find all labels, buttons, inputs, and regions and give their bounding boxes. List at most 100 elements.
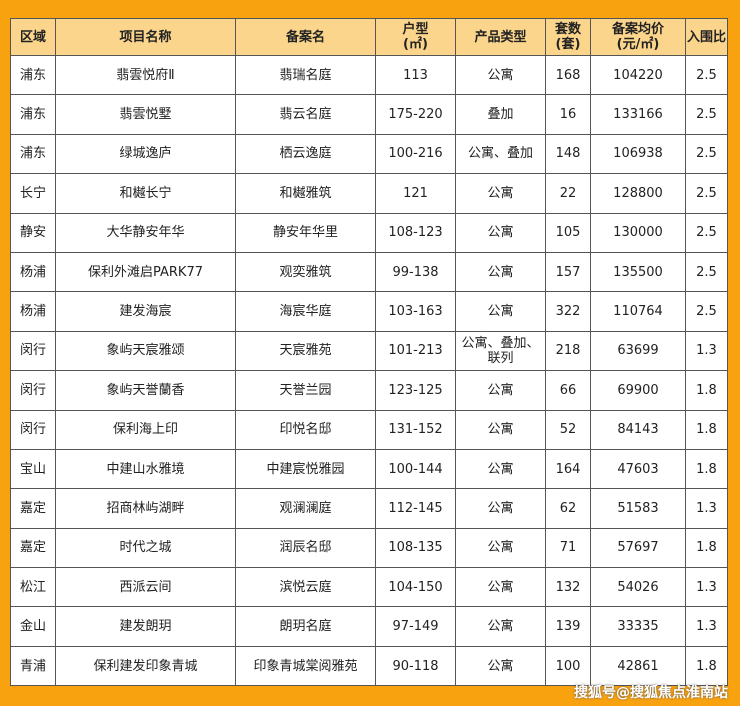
table-cell: 公寓 bbox=[455, 488, 546, 529]
table-cell: 52 bbox=[545, 409, 591, 450]
table-cell: 润辰名邸 bbox=[235, 527, 376, 569]
watermark: 搜狐号@搜狐焦点淮南站 bbox=[574, 685, 728, 701]
table-row: 金山 建发朗玥 朗玥名庭 97-149 公寓 139 33335 1.3 bbox=[10, 606, 728, 647]
table-cell: 47603 bbox=[590, 448, 686, 490]
table-cell: 西派云间 bbox=[55, 567, 236, 608]
table-cell: 164 bbox=[545, 448, 591, 490]
table-cell: 公寓 bbox=[455, 251, 546, 293]
table-cell: 中建山水雅境 bbox=[55, 448, 236, 490]
table-cell: 公寓、叠加、联列 bbox=[455, 330, 546, 372]
column-header: 产品类型 bbox=[455, 18, 546, 56]
table-cell: 建发朗玥 bbox=[55, 606, 236, 647]
table-cell: 翡云名庭 bbox=[235, 94, 376, 135]
table-cell: 公寓 bbox=[455, 606, 546, 647]
table-cell: 51583 bbox=[590, 488, 686, 529]
table-cell: 时代之城 bbox=[55, 527, 236, 569]
table-cell: 1.3 bbox=[685, 488, 728, 529]
table-cell: 2.5 bbox=[685, 251, 728, 293]
table-cell: 104-150 bbox=[375, 567, 456, 608]
table-cell: 公寓 bbox=[455, 212, 546, 253]
table-cell: 2.5 bbox=[685, 291, 728, 332]
table-cell: 绿城逸庐 bbox=[55, 133, 236, 175]
table-cell: 朗玥名庭 bbox=[235, 606, 376, 647]
table-cell: 103-163 bbox=[375, 291, 456, 332]
table-cell: 63699 bbox=[590, 330, 686, 372]
table-row: 杨浦 建发海宸 海宸华庭 103-163 公寓 322 110764 2.5 bbox=[10, 291, 728, 332]
table-row: 嘉定 时代之城 润辰名邸 108-135 公寓 71 57697 1.8 bbox=[10, 527, 728, 569]
table-cell: 131-152 bbox=[375, 409, 456, 450]
table-cell: 322 bbox=[545, 291, 591, 332]
table-cell: 闵行 bbox=[10, 370, 56, 411]
table-cell: 139 bbox=[545, 606, 591, 647]
table-cell: 闵行 bbox=[10, 409, 56, 450]
table-cell: 公寓 bbox=[455, 54, 546, 96]
table-cell: 108-135 bbox=[375, 527, 456, 569]
table-cell: 132 bbox=[545, 567, 591, 608]
table-cell: 42861 bbox=[590, 645, 686, 687]
table-cell: 观奕雅筑 bbox=[235, 251, 376, 293]
table-cell: 栖云逸庭 bbox=[235, 133, 376, 175]
table-cell: 翡瑞名庭 bbox=[235, 54, 376, 96]
table-cell: 公寓 bbox=[455, 370, 546, 411]
table-cell: 130000 bbox=[590, 212, 686, 253]
table-cell: 象屿天誉蘭香 bbox=[55, 370, 236, 411]
table-cell: 99-138 bbox=[375, 251, 456, 293]
table-cell: 54026 bbox=[590, 567, 686, 608]
column-header: 入围比 bbox=[685, 18, 728, 56]
table-cell: 135500 bbox=[590, 251, 686, 293]
table-cell: 保利建发印象青城 bbox=[55, 645, 236, 687]
table-cell: 105 bbox=[545, 212, 591, 253]
table-cell: 公寓 bbox=[455, 645, 546, 687]
table-cell: 滨悦云庭 bbox=[235, 567, 376, 608]
table-cell: 公寓 bbox=[455, 291, 546, 332]
table-cell: 2.5 bbox=[685, 133, 728, 175]
table-cell: 106938 bbox=[590, 133, 686, 175]
table-row: 嘉定 招商林屿湖畔 观澜澜庭 112-145 公寓 62 51583 1.3 bbox=[10, 488, 728, 529]
table-cell: 保利海上印 bbox=[55, 409, 236, 450]
table-cell: 象屿天宸雅颂 bbox=[55, 330, 236, 372]
table-cell: 1.3 bbox=[685, 606, 728, 647]
table-cell: 叠加 bbox=[455, 94, 546, 135]
table-cell: 长宁 bbox=[10, 173, 56, 214]
table-cell: 大华静安年华 bbox=[55, 212, 236, 253]
table-cell: 嘉定 bbox=[10, 488, 56, 529]
table-cell: 2.5 bbox=[685, 94, 728, 135]
table-cell: 112-145 bbox=[375, 488, 456, 529]
table-cell: 97-149 bbox=[375, 606, 456, 647]
column-header: 套数 (套) bbox=[545, 18, 591, 56]
table-cell: 33335 bbox=[590, 606, 686, 647]
table-row: 青浦 保利建发印象青城 印象青城棠阅雅苑 90-118 公寓 100 42861 1.8 bbox=[10, 645, 728, 687]
table-cell: 57697 bbox=[590, 527, 686, 569]
table-cell: 静安年华里 bbox=[235, 212, 376, 253]
table-cell: 71 bbox=[545, 527, 591, 569]
table-cell: 84143 bbox=[590, 409, 686, 450]
table-row: 长宁 和樾长宁 和樾雅筑 121 公寓 22 128800 2.5 bbox=[10, 173, 728, 214]
column-header: 项目名称 bbox=[55, 18, 236, 56]
table-row: 闵行 保利海上印 印悦名邸 131-152 公寓 52 84143 1.8 bbox=[10, 409, 728, 450]
table-cell: 101-213 bbox=[375, 330, 456, 372]
table-cell: 1.8 bbox=[685, 370, 728, 411]
table-cell: 100-216 bbox=[375, 133, 456, 175]
table-cell: 1.8 bbox=[685, 409, 728, 450]
table-row: 静安 大华静安年华 静安年华里 108-123 公寓 105 130000 2.5 bbox=[10, 212, 728, 253]
table-cell: 公寓 bbox=[455, 567, 546, 608]
table-cell: 157 bbox=[545, 251, 591, 293]
table-cell: 133166 bbox=[590, 94, 686, 135]
table-cell: 和樾雅筑 bbox=[235, 173, 376, 214]
table-cell: 22 bbox=[545, 173, 591, 214]
table-cell: 1.3 bbox=[685, 567, 728, 608]
table-cell: 浦东 bbox=[10, 94, 56, 135]
table-cell: 90-118 bbox=[375, 645, 456, 687]
table-cell: 1.3 bbox=[685, 330, 728, 372]
table-cell: 66 bbox=[545, 370, 591, 411]
table-cell: 公寓 bbox=[455, 173, 546, 214]
table-row: 闵行 象屿天宸雅颂 天宸雅苑 101-213 公寓、叠加、联列 218 63699 1.3 bbox=[10, 330, 728, 372]
column-header: 备案均价 (元/㎡) bbox=[590, 18, 686, 56]
table-cell: 公寓 bbox=[455, 527, 546, 569]
table-cell: 浦东 bbox=[10, 54, 56, 96]
table-row: 浦东 翡雲悦墅 翡云名庭 175-220 叠加 16 133166 2.5 bbox=[10, 94, 728, 135]
table-row: 宝山 中建山水雅境 中建宸悦雅园 100-144 公寓 164 47603 1.8 bbox=[10, 448, 728, 490]
table-cell: 168 bbox=[545, 54, 591, 96]
table-cell: 保利外滩启PARK77 bbox=[55, 251, 236, 293]
table-row: 杨浦 保利外滩启PARK77 观奕雅筑 99-138 公寓 157 135500 2.5 bbox=[10, 251, 728, 293]
